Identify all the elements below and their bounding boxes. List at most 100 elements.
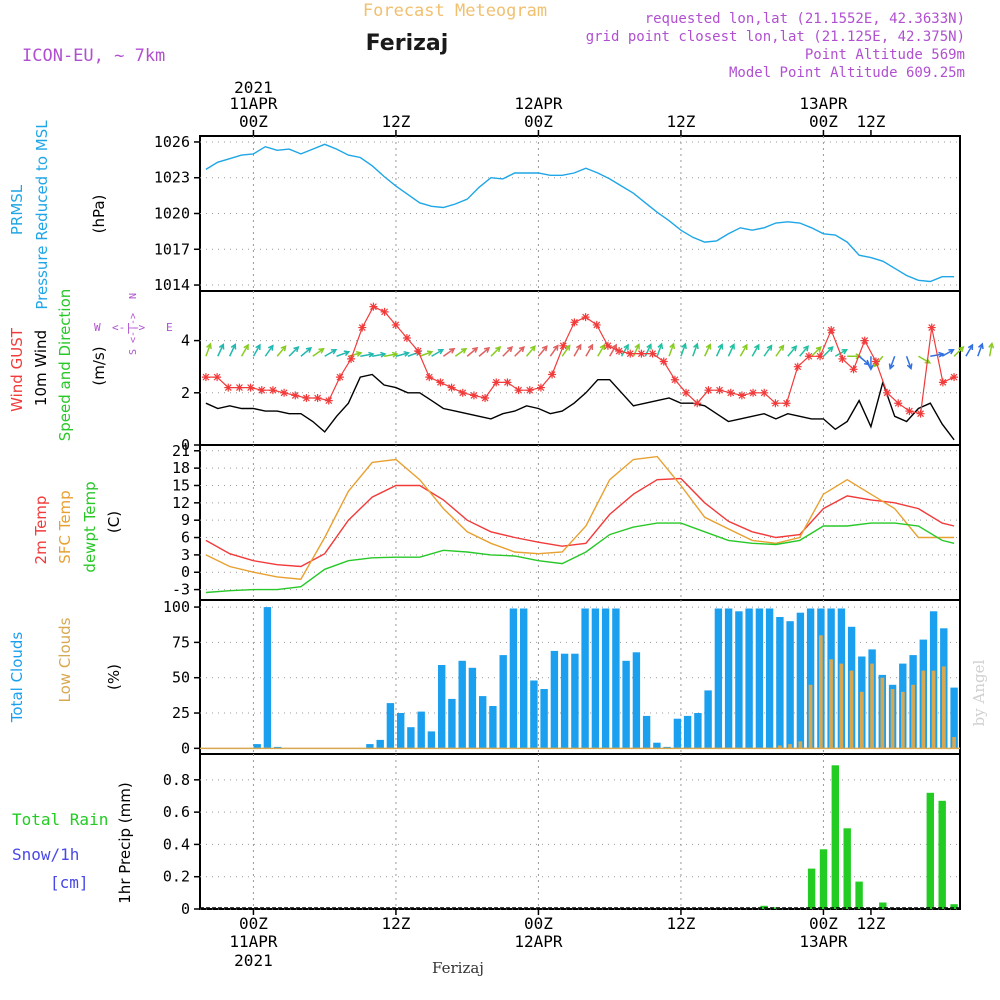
total-clouds-label: Total Clouds [8, 632, 26, 724]
bottom-time-label: 13APR [799, 932, 848, 951]
wind-direction-arrowhead [403, 350, 411, 357]
wind-gust-marker [637, 349, 646, 358]
wind-ytick-label: 0 [181, 436, 190, 454]
wind-direction-arrow [240, 344, 249, 357]
wind-gust-marker [525, 386, 534, 395]
total-cloud-bar [622, 660, 630, 749]
rain-bar [938, 800, 946, 909]
total-cloud-bar [642, 715, 651, 749]
wind-direction-arrow [704, 344, 711, 357]
top-time-label: 12Z [856, 112, 885, 131]
rain-bar [950, 904, 958, 909]
wind-gust-marker [358, 323, 367, 332]
wind-gust-marker [804, 352, 813, 361]
bottom-time-label: 12APR [514, 932, 563, 951]
wind-direction-arrowhead [938, 351, 945, 358]
precip-ytick-label: 0.6 [163, 803, 190, 821]
total-cloud-bar [499, 655, 507, 749]
wind-gust-marker [682, 388, 691, 397]
total-cloud-bar [540, 689, 548, 749]
wind-direction-arrowhead [766, 344, 773, 351]
low-cloud-bar [880, 677, 885, 749]
low-cloud-bar [901, 691, 905, 749]
bottom-time-label: 12Z [666, 914, 695, 933]
wind-gust-marker [782, 399, 791, 408]
total-cloud-bar [704, 690, 712, 749]
top-time-label: 00Z [809, 112, 838, 131]
low-cloud-bar [798, 741, 803, 749]
wind-gust-marker [201, 373, 210, 382]
wind-gust-marker [726, 388, 735, 397]
total-cloud-bar [724, 608, 733, 749]
wind-direction-arrow [905, 355, 912, 369]
wind-gust-marker [570, 318, 579, 327]
wind-direction-arrow [360, 353, 374, 357]
precip-ytick-label: 0.2 [163, 868, 190, 886]
wind-gust-marker [883, 388, 892, 397]
total-cloud-bar [683, 715, 692, 749]
wind-direction-arrowhead [564, 344, 571, 351]
bottom-time-label: 12Z [381, 914, 410, 933]
wind-gust-marker [425, 373, 434, 382]
wind-gust-line [205, 305, 955, 415]
temperature-ytick-label: 0 [181, 563, 190, 581]
wind-direction-arrowhead [841, 349, 848, 355]
total-cloud-bar [765, 608, 774, 749]
wind-gust-marker [257, 386, 266, 395]
wind-gust-marker [916, 409, 925, 418]
wind-gust-marker [213, 373, 222, 382]
wind-gust-marker [548, 370, 557, 379]
wind-direction-arrowhead [705, 343, 712, 350]
wind-direction-arrowhead [530, 345, 536, 352]
wind-direction-arrow [620, 344, 629, 357]
wind-direction-arrowhead [827, 345, 834, 353]
temp-2m-line [205, 477, 955, 568]
wind-ylabel: (m/s) [90, 346, 108, 385]
wind-direction-arrowhead [754, 343, 760, 351]
wind-direction-arrow [288, 346, 299, 357]
precip-ytick-label: 0 [181, 900, 190, 918]
wind-direction-arrowhead [906, 363, 913, 370]
wind-direction-arrow [763, 345, 773, 357]
wind-direction-arrow [811, 346, 822, 357]
grid-point-coords: grid point closest lon,lat (21.125E, 42.… [586, 29, 965, 45]
pressure-line [205, 143, 955, 283]
bottom-time-label: 00Z [809, 914, 838, 933]
wind-gust-marker [268, 386, 277, 395]
top-time-label: 13APR [799, 94, 848, 113]
clouds-ytick-label: 100 [163, 598, 190, 616]
wind-gust-marker [302, 394, 311, 403]
wind-direction-arrowhead [717, 343, 724, 350]
wind-direction-arrow [751, 344, 760, 357]
wind-direction-arrow [561, 345, 571, 357]
pressure-ytick-label: 1020 [154, 205, 190, 223]
wind-direction-arrow [312, 348, 324, 357]
total-cloud-bar [755, 608, 764, 749]
wind-direction-arrowhead [552, 344, 559, 351]
total-cloud-bar [601, 608, 610, 749]
wind-direction-arrowhead [243, 343, 249, 351]
wind-gust-marker [615, 347, 624, 356]
temp-sfc-line [205, 455, 955, 580]
total-cloud-bar [253, 744, 261, 749]
total-cloud-bar [479, 696, 487, 749]
wind-direction-arrow [514, 346, 525, 357]
wind-gust-marker [894, 399, 903, 408]
low-cloud-bar [942, 666, 946, 749]
bottom-time-label: 11APR [229, 932, 278, 951]
temperature-panel: 2m Temp SFC Temp dewpt Temp (C) -3036912… [32, 442, 961, 601]
temperature-ytick-label: 3 [181, 546, 190, 564]
wind-direction-arrow [834, 349, 847, 357]
wind-direction-arrow [276, 345, 287, 357]
wind-direction-arrow [609, 344, 617, 357]
wind-direction-arrow [775, 345, 785, 357]
rain-bar [855, 881, 863, 909]
compass-n: N [128, 293, 139, 299]
wind-direction-arrowhead [426, 350, 434, 357]
total-cloud-bar [581, 608, 589, 749]
wind-ytick-label: 2 [181, 384, 190, 402]
wind-direction-arrowhead [958, 345, 965, 353]
wind-direction-arrowhead [681, 342, 687, 350]
